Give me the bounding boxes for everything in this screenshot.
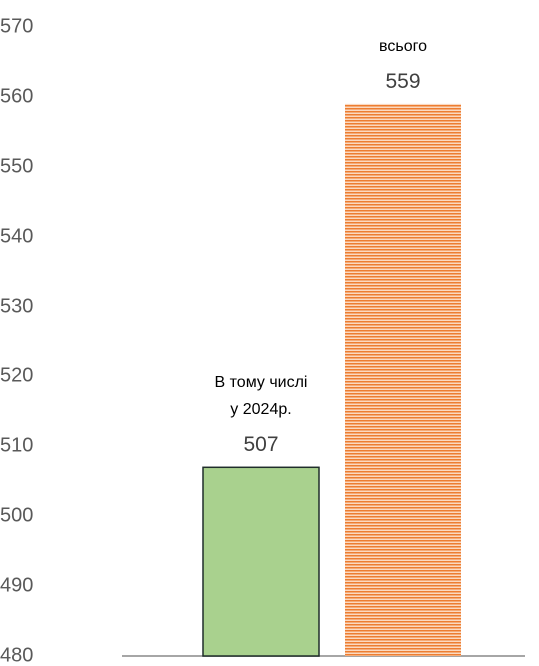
value-label: 507	[243, 433, 279, 457]
y-tick-label: 490	[0, 574, 34, 597]
y-tick-label: 520	[0, 364, 34, 387]
y-tick-label: 530	[0, 295, 34, 318]
y-tick-label: 510	[0, 434, 34, 457]
y-tick-label: 560	[0, 85, 34, 108]
bar	[345, 103, 461, 656]
category-label: всього	[379, 37, 427, 55]
category-label: В тому числі у 2024р.	[214, 374, 308, 419]
bar	[202, 466, 320, 657]
y-tick-label: 570	[0, 15, 34, 38]
value-label: 559	[385, 69, 421, 93]
y-tick-label: 500	[0, 504, 34, 527]
y-tick-label: 540	[0, 225, 34, 248]
y-tick-label: 550	[0, 155, 34, 178]
y-tick-label: 480	[0, 644, 34, 666]
